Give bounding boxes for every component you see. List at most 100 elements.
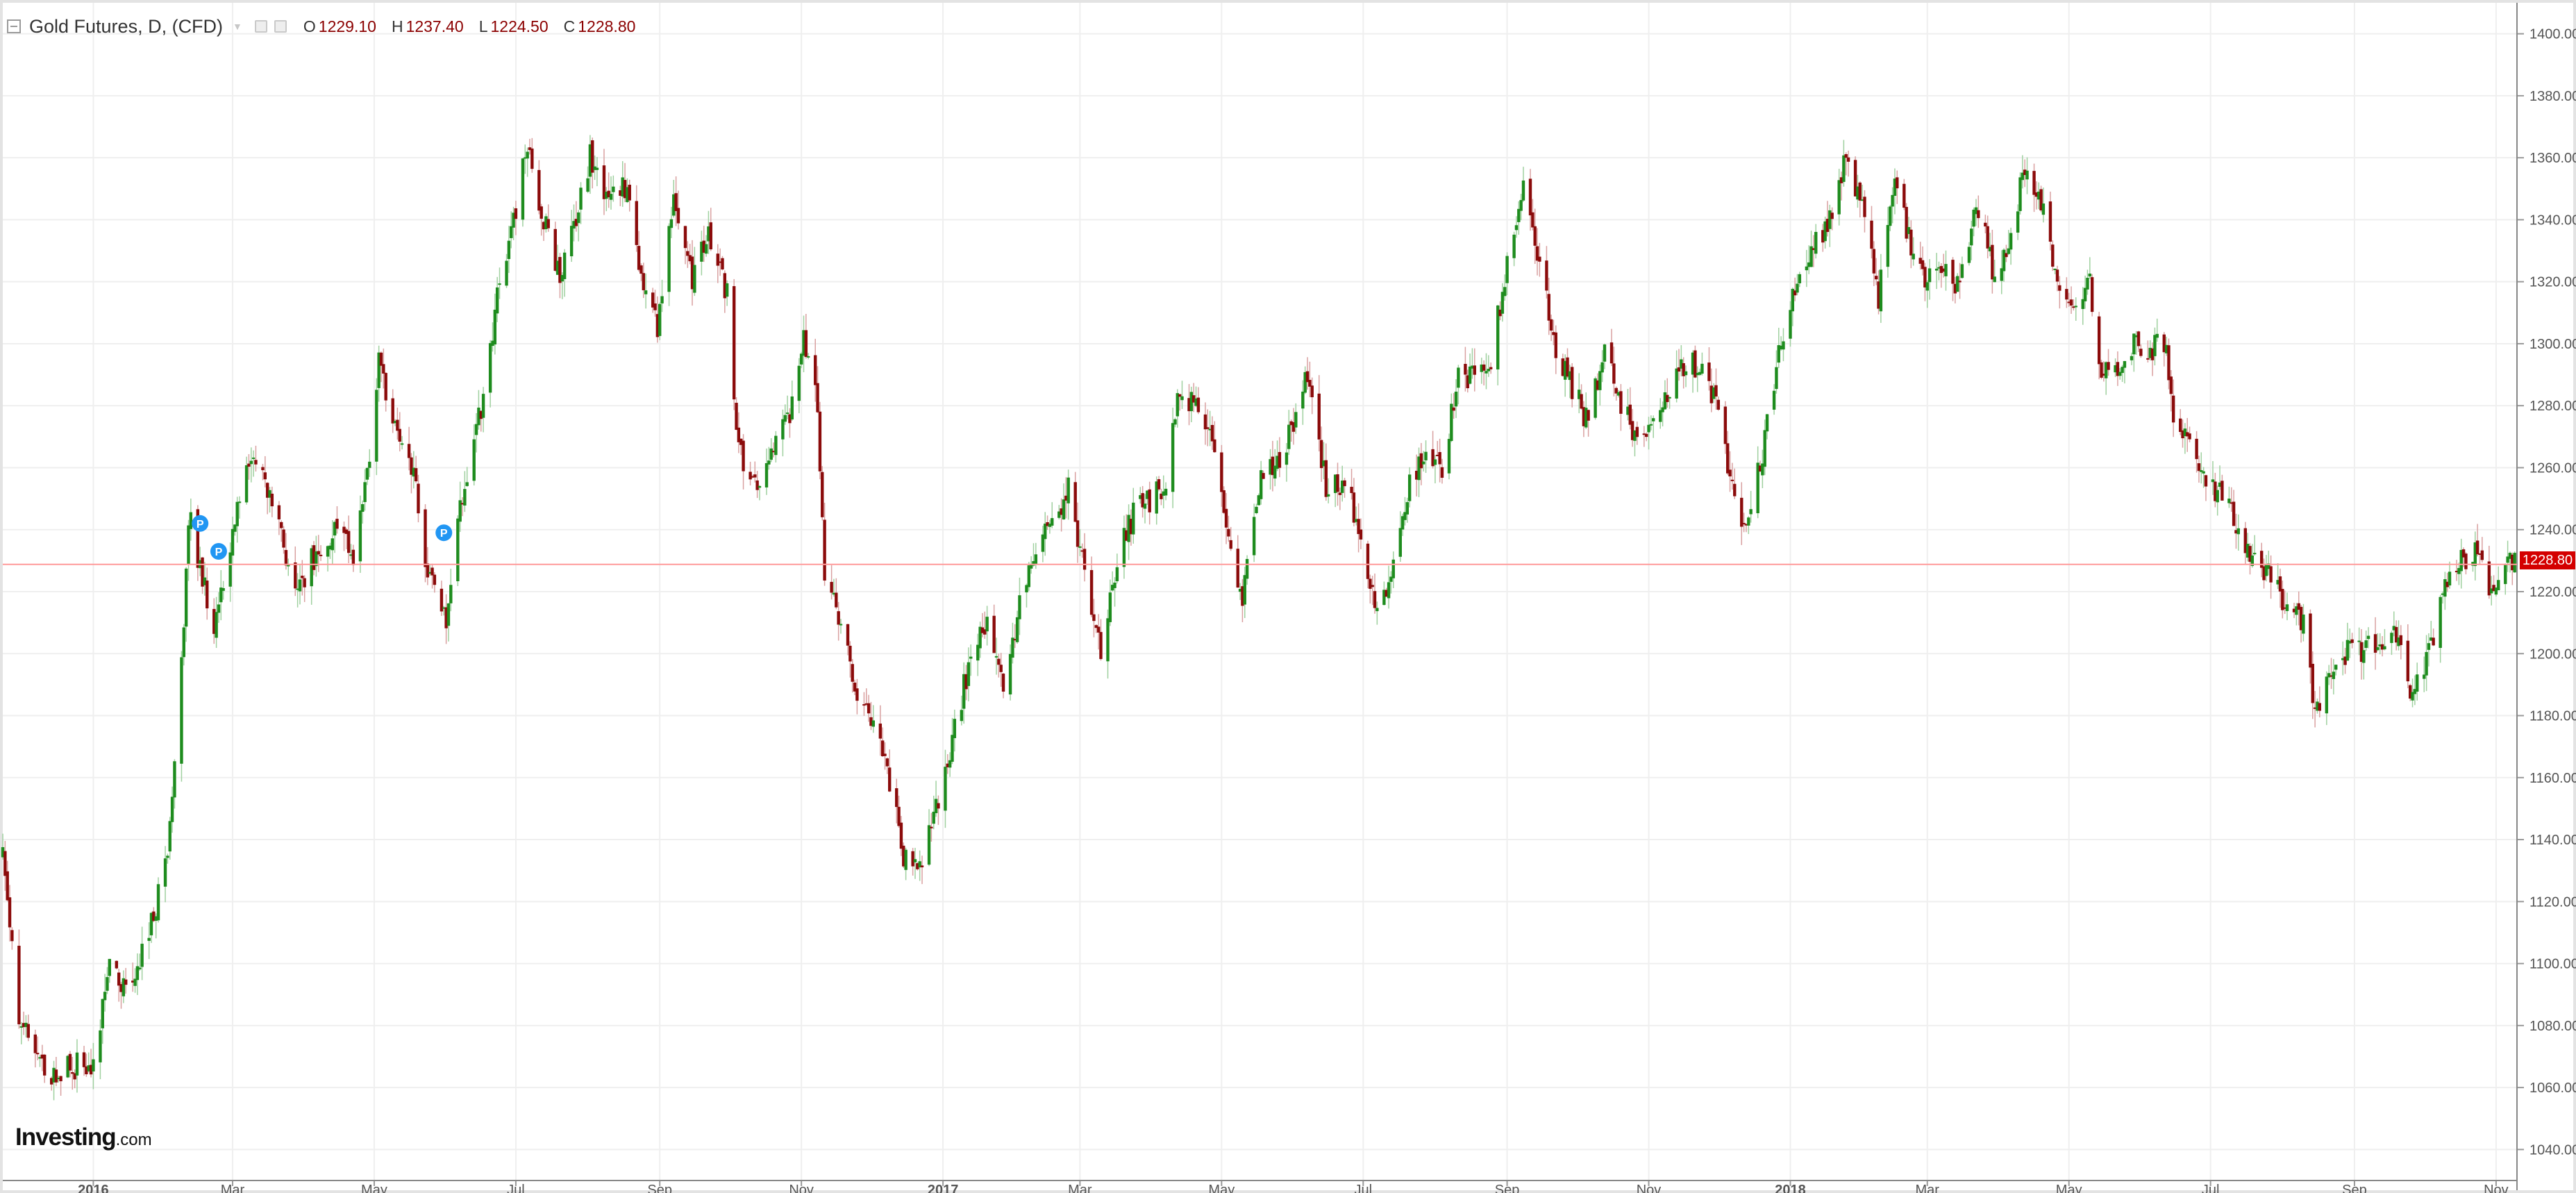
price-bar-down: [2297, 603, 2300, 610]
price-bar-down: [396, 419, 399, 431]
price-bar-down: [846, 624, 850, 646]
price-bar-down: [2102, 374, 2106, 376]
price-bar-up: [1322, 460, 1325, 467]
price-bar-up: [1512, 234, 1516, 258]
price-bar-down: [651, 292, 655, 308]
price-bar-down: [424, 509, 427, 567]
price-bar-up: [2250, 555, 2255, 566]
price-bar-down: [1549, 319, 1553, 331]
price-bar-down: [440, 588, 444, 612]
price-bar-up: [1245, 558, 1249, 579]
price-bar-down: [2197, 463, 2201, 472]
price-bar-down: [1614, 387, 1618, 394]
settings-icon[interactable]: [254, 20, 267, 33]
price-bar-up: [781, 419, 785, 440]
price-bar-down: [867, 703, 871, 714]
price-bar-down: [655, 314, 660, 337]
price-bar-down: [2234, 530, 2238, 534]
price-bar-up: [521, 158, 525, 220]
price-bar-up: [1927, 268, 1932, 283]
price-bar-up: [1974, 207, 1978, 215]
price-bar-down: [574, 219, 578, 226]
price-bar-up: [2411, 692, 2414, 701]
price-bar-down: [2136, 331, 2141, 347]
price-bar-down: [2350, 639, 2354, 643]
price-bar-down: [398, 428, 401, 442]
collapse-legend-icon[interactable]: [7, 19, 21, 33]
close-icon[interactable]: [274, 20, 287, 33]
price-bar-up: [1519, 200, 1523, 211]
price-bar-down: [117, 972, 121, 986]
symbol-title[interactable]: Gold Futures, D, (CFD): [29, 15, 224, 37]
price-bar-down: [1473, 365, 1476, 375]
price-bar-up: [2276, 580, 2280, 585]
x-tick-label: Nov: [2484, 1183, 2509, 1193]
price-bar-up: [1761, 463, 1764, 476]
price-bar-down: [637, 246, 641, 270]
price-bar-down: [628, 185, 631, 201]
price-bar-down: [1371, 585, 1374, 587]
price-bar-up: [1, 846, 5, 858]
price-bar-up: [449, 585, 453, 603]
x-tick-label: 2016: [78, 1183, 109, 1193]
price-bar-down: [1853, 160, 1857, 197]
price-bar-down: [1580, 394, 1583, 409]
price-bar-down: [1830, 212, 1834, 219]
price-bar-up: [2053, 268, 2057, 270]
price-bar-up: [1255, 506, 1258, 513]
price-bar-down: [1923, 267, 1927, 287]
price-bar-down: [1582, 407, 1586, 426]
price-bar-down: [1452, 407, 1455, 411]
price-bar-up: [498, 283, 501, 285]
price-bar-down: [837, 611, 840, 625]
ohlc-values: O 1229.10 H 1237.40 L 1224.50 C 1228.80: [303, 17, 636, 36]
price-bar-up: [1450, 403, 1453, 442]
price-bar-down: [1677, 367, 1681, 372]
price-bar-down: [212, 608, 216, 634]
price-bar-down: [864, 703, 868, 705]
price-bar-down: [732, 286, 736, 400]
price-bar-up: [251, 457, 256, 459]
logo-domain: .com: [115, 1131, 152, 1149]
x-tick-label: 2018: [1775, 1183, 1806, 1193]
price-bar-down: [2023, 169, 2027, 176]
price-bar-up: [1011, 637, 1014, 658]
price-bar-down: [1489, 367, 1493, 369]
price-bar-up: [1269, 459, 1272, 475]
price-bar-up: [233, 524, 237, 532]
price-bar-up: [101, 999, 104, 1028]
price-bar-down: [1076, 520, 1080, 547]
price-bar-down: [814, 355, 817, 385]
open-value: O 1229.10: [303, 17, 376, 35]
price-bar-up: [2074, 306, 2077, 308]
price-bar-up: [725, 283, 729, 297]
y-tick-label: 1340.00: [2529, 212, 2576, 228]
price-bar-up: [331, 538, 334, 551]
price-bar-up: [1108, 592, 1112, 622]
price-bar-up: [1765, 414, 1769, 432]
price-bar-down: [1733, 483, 1737, 497]
price-bar-up: [1860, 199, 1864, 201]
y-tick-label: 1280.00: [2529, 399, 2576, 414]
price-bar-down: [1984, 222, 1987, 227]
chevron-down-icon[interactable]: ▼: [233, 21, 242, 32]
price-bar-down: [2116, 362, 2120, 376]
price-bar-up: [576, 212, 580, 224]
price-bar-up: [944, 767, 947, 811]
price-bar-down: [2146, 358, 2150, 360]
price-bar-down: [247, 463, 251, 467]
price-bar-up: [187, 525, 190, 565]
price-bar-up: [953, 719, 957, 738]
price-bar-down: [1419, 453, 1423, 469]
price-bar-up: [2000, 268, 2003, 281]
chart-legend: Gold Futures, D, (CFD) ▼ O 1229.10 H 1237.…: [7, 11, 635, 42]
price-bar-down: [721, 258, 724, 269]
price-bar-up: [149, 912, 153, 935]
price-bar-down: [1716, 399, 1721, 410]
price-bar-down: [284, 550, 288, 566]
price-bar-down: [1877, 281, 1880, 309]
price-bar-up: [1287, 424, 1291, 449]
price-bar-down: [1874, 276, 1878, 280]
investing-logo[interactable]: Investing.com: [15, 1124, 152, 1151]
